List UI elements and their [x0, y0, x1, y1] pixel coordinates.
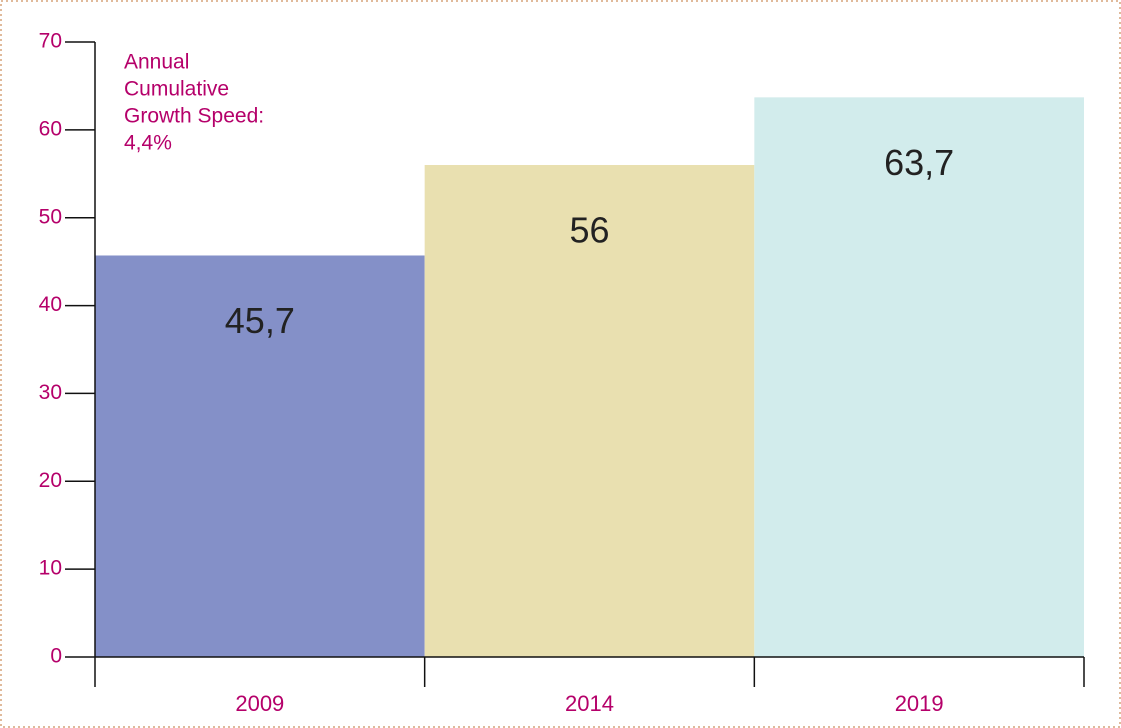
annotation: Annual — [124, 51, 189, 74]
y-tick-label: 30 — [39, 381, 62, 404]
y-tick-label: 0 — [50, 645, 62, 668]
value-label: 56 — [569, 210, 609, 251]
y-tick-label: 20 — [39, 469, 62, 492]
annotation: Cumulative — [124, 78, 229, 101]
y-tick-label: 40 — [39, 293, 62, 316]
y-tick-label: 60 — [39, 117, 62, 140]
x-tick-label: 2019 — [895, 691, 944, 716]
y-tick-label: 50 — [39, 205, 62, 228]
y-tick-label: 70 — [39, 30, 62, 53]
bar — [95, 255, 425, 657]
bar — [424, 165, 755, 657]
y-tick-label: 10 — [39, 557, 62, 580]
value-label: 63,7 — [884, 142, 954, 183]
annotation: Growth Speed: — [124, 105, 264, 128]
annotation: 4,4% — [124, 132, 172, 155]
x-tick-label: 2014 — [565, 691, 614, 716]
bar — [754, 97, 1084, 658]
value-label: 45,7 — [225, 300, 295, 341]
x-tick-label: 2009 — [235, 691, 284, 716]
